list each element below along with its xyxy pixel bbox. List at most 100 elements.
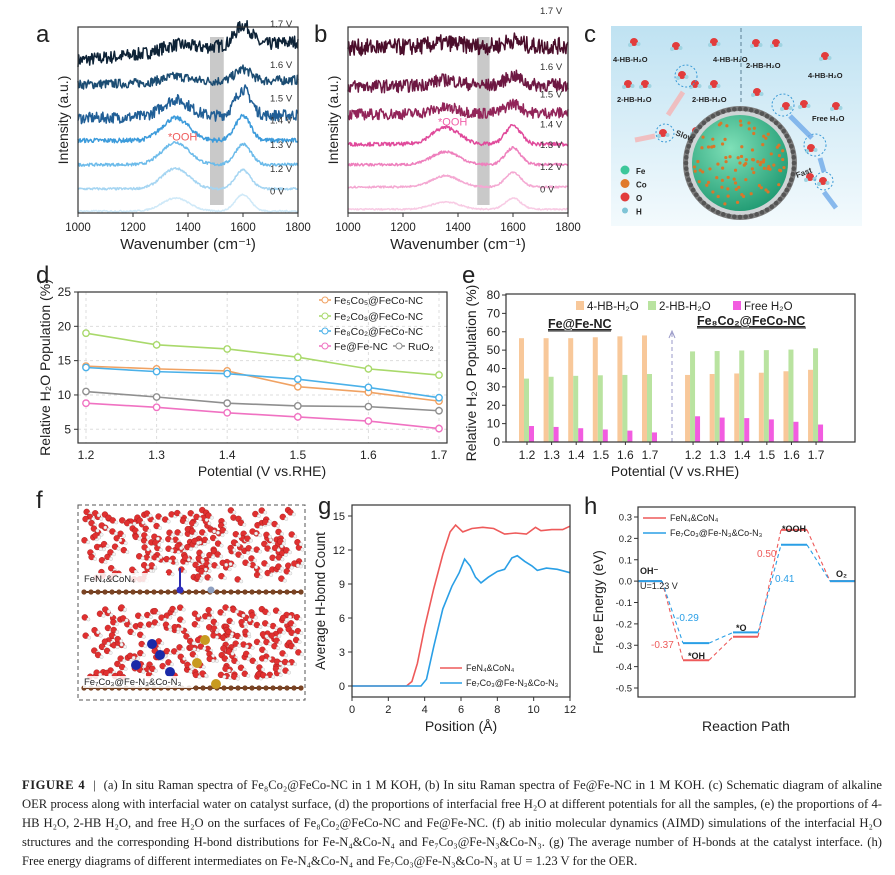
hydrogen-atom <box>150 624 155 629</box>
hydrogen-atom <box>258 569 263 573</box>
oxygen-atom <box>177 604 184 611</box>
carbon-atom <box>270 685 276 691</box>
bar-0 <box>734 373 740 442</box>
hydrogen-atom <box>708 43 712 47</box>
y-tick-label: 20 <box>487 398 501 412</box>
oxygen-atom <box>88 553 95 561</box>
carbon-atom <box>214 589 220 595</box>
hydrogen-atom <box>109 557 113 561</box>
oxygen-atom <box>218 572 225 580</box>
spectrum-1.5V <box>77 84 299 125</box>
panel-h: FeN₄&CoN₄ Fe₇Co₃@Fe-N₃&Co-N₃ -0.37 -0.29 0.5… <box>591 506 856 734</box>
y-tick-label: -0.1 <box>616 598 632 609</box>
y-tick-label: 15 <box>333 511 345 523</box>
x-tick-label: 1200 <box>120 222 146 234</box>
oxygen-atom <box>195 554 202 562</box>
oxygen-atom <box>145 621 153 628</box>
oxygen-atom <box>144 611 151 619</box>
oxygen-atom <box>102 606 109 613</box>
hydrogen-atom <box>266 563 270 568</box>
oxygen-atom <box>271 643 278 650</box>
series-label: 1.3 V <box>540 140 563 151</box>
co-atom <box>744 158 748 162</box>
hydrogen-atom <box>181 607 186 612</box>
hydrogen-atom <box>106 641 111 646</box>
hydrogen-atom <box>211 555 215 559</box>
bar-1 <box>597 375 603 442</box>
molecule-label: 2-HB-H₂O <box>746 61 781 70</box>
hydrogen-atom <box>239 636 243 640</box>
bar-2 <box>695 416 701 442</box>
data-point <box>435 406 443 415</box>
bar-2 <box>744 418 750 442</box>
y-tick-label: -0.3 <box>616 641 632 652</box>
oxygen-atom <box>198 568 205 575</box>
co-atom <box>715 175 719 180</box>
hydrogen-atom <box>125 550 130 555</box>
oxygen-atom <box>177 653 184 661</box>
oxygen-atom <box>140 561 148 569</box>
bar-2 <box>793 421 799 442</box>
hydrogen-atom <box>271 674 276 679</box>
oxygen-atom <box>254 522 261 529</box>
x-tick-label: 1.5 <box>759 448 776 462</box>
oxygen-atom <box>81 537 88 544</box>
water-molecule-icon <box>622 80 635 89</box>
bar-1 <box>788 349 794 442</box>
panel-letter-f: f <box>36 487 43 514</box>
hydrogen-atom <box>246 657 251 661</box>
oxygen-atom <box>189 528 196 535</box>
y-axis-label: Relative H₂O Population (%) <box>463 285 479 462</box>
bar-0 <box>709 374 715 442</box>
oxygen-atom <box>149 665 156 673</box>
hydrogen-atom <box>266 623 271 628</box>
series-label: 1.5 V <box>540 90 563 101</box>
annotation-ooh: *OOH <box>168 131 197 143</box>
panel-letter-a: a <box>36 21 50 48</box>
legend-label: O <box>636 194 642 203</box>
hydrogen-atom <box>141 669 146 674</box>
y-tick-label: -0.2 <box>616 619 632 630</box>
hydrogen-atom <box>158 526 162 530</box>
label-background <box>83 573 167 585</box>
hydrogen-atom <box>171 532 175 537</box>
hydrogen-atom <box>139 615 144 620</box>
oxygen-atom <box>155 513 162 520</box>
legend-label: 2-HB-H₂O <box>659 301 711 313</box>
data-point <box>293 353 302 362</box>
co-atom <box>756 160 760 164</box>
oxygen-atom <box>169 605 176 613</box>
hydrogen-atom <box>233 647 237 652</box>
oxygen-atom <box>230 539 238 546</box>
hydrogen-atom <box>118 538 123 543</box>
carbon-atom <box>298 685 304 691</box>
hydrogen-atom <box>232 510 237 515</box>
hydrogen-atom <box>759 92 764 96</box>
y-tick-label: 0.1 <box>619 555 632 566</box>
x-tick-label: 1.2 <box>519 448 536 462</box>
hydrogen-atom <box>146 547 150 552</box>
data-point <box>223 345 232 353</box>
co-atom <box>700 146 704 150</box>
oxygen-atom <box>261 560 268 567</box>
oxygen-atom <box>227 544 234 552</box>
oxygen-atom <box>137 631 144 638</box>
hydrogen-atom <box>254 615 258 620</box>
hydrogen-atom <box>286 662 291 666</box>
hydrogen-atom <box>278 569 283 573</box>
hydrogen-atom <box>220 533 225 538</box>
oxygen-atom <box>281 658 289 666</box>
hydrogen-atom <box>204 518 209 522</box>
oxygen-atom <box>819 177 827 185</box>
legend-label: Fe₈Co₂@FeCo-NC <box>334 326 424 338</box>
panel-letter-g: g <box>318 493 331 520</box>
co-atom <box>778 168 782 172</box>
hydrogen-atom <box>187 557 191 562</box>
hydrogen-atom <box>224 530 229 535</box>
hydrogen-atom <box>750 44 754 48</box>
oxygen-atom <box>176 644 183 651</box>
oxygen-atom <box>691 80 699 88</box>
hydrogen-atom <box>142 625 146 629</box>
hydrogen-atom <box>182 656 187 661</box>
oxygen-atom <box>107 549 114 556</box>
